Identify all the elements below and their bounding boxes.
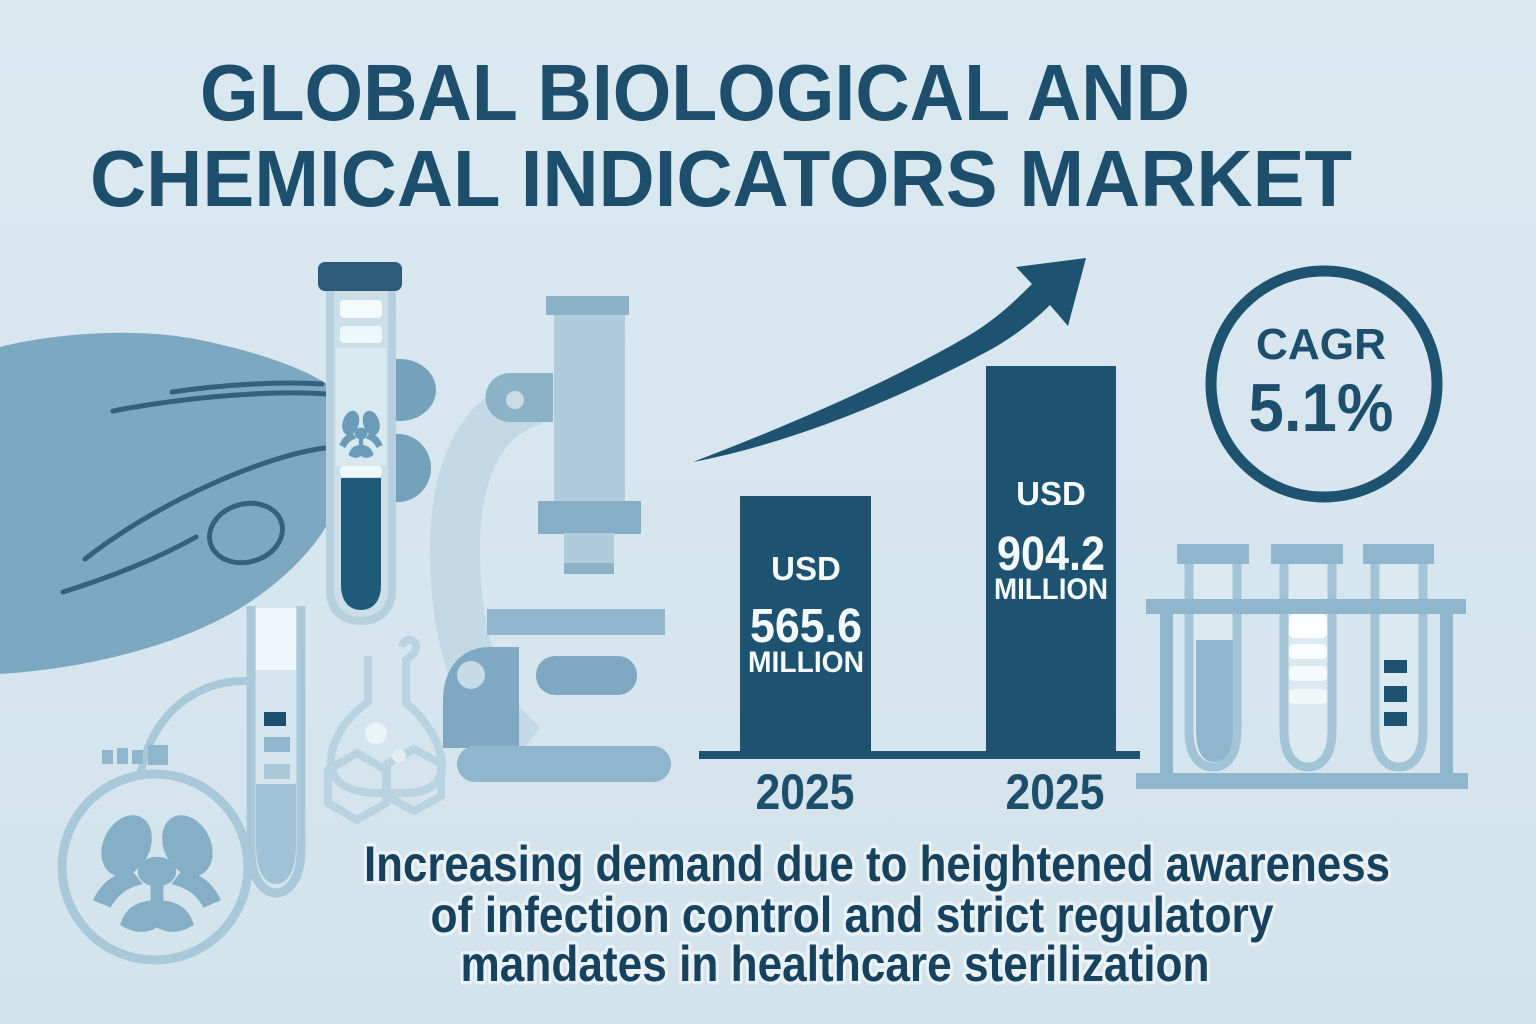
svg-text:5.1%: 5.1%: [1249, 370, 1394, 446]
svg-text:MILLION: MILLION: [748, 646, 864, 679]
svg-text:904.2: 904.2: [997, 528, 1105, 581]
svg-text:MILLION: MILLION: [994, 573, 1108, 606]
svg-text:CAGR: CAGR: [1256, 320, 1386, 369]
svg-text:USD: USD: [771, 550, 841, 587]
svg-text:2025: 2025: [1006, 764, 1105, 820]
svg-text:USD: USD: [1016, 475, 1086, 512]
svg-text:Increasing demand due to heigh: Increasing demand due to heightened awar…: [364, 836, 1390, 892]
svg-text:of infection control and stric: of infection control and strict regulato…: [431, 887, 1274, 943]
svg-text:GLOBAL BIOLOGICAL AND: GLOBAL BIOLOGICAL AND: [200, 48, 1190, 137]
svg-text:2025: 2025: [756, 764, 855, 820]
svg-text:mandates in healthcare sterili: mandates in healthcare sterilization: [461, 936, 1210, 992]
svg-text:565.6: 565.6: [750, 600, 862, 653]
svg-text:CHEMICAL INDICATORS MARKET: CHEMICAL INDICATORS MARKET: [90, 134, 1352, 223]
